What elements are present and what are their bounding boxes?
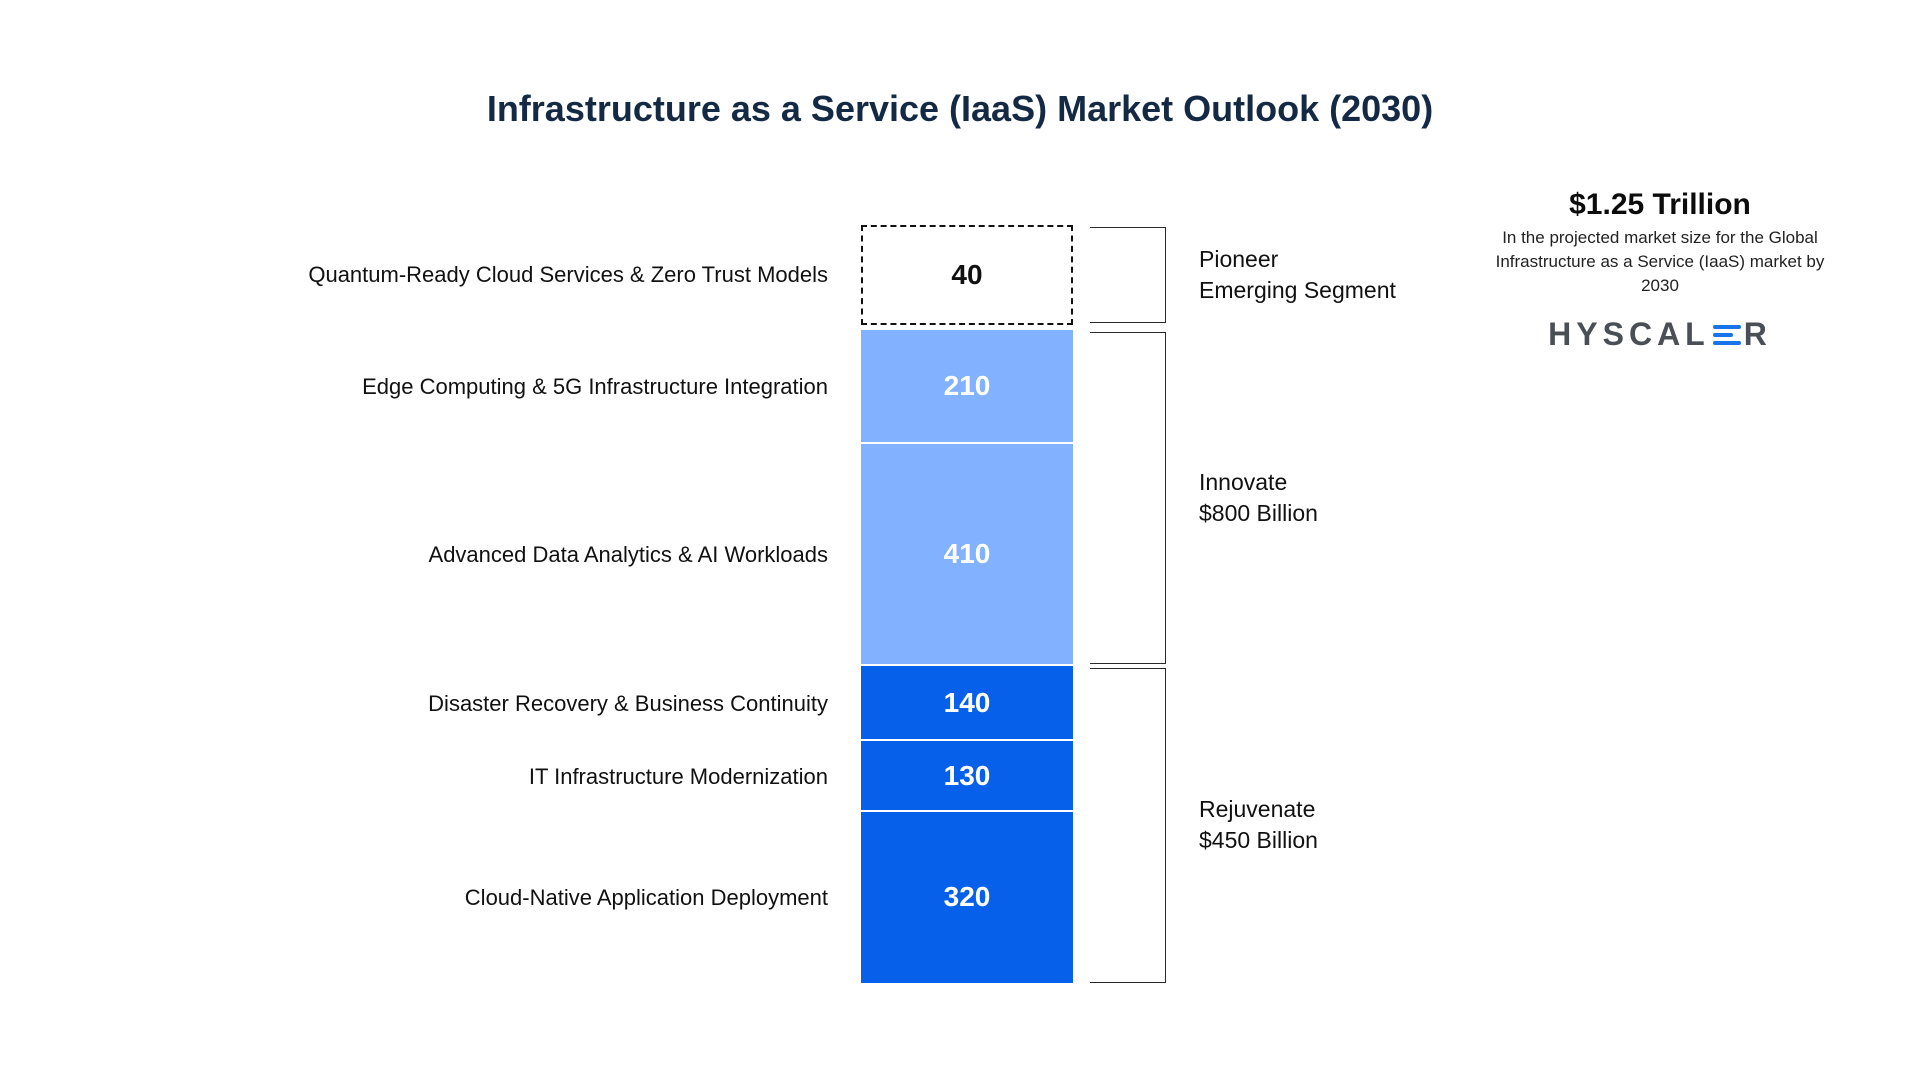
group-label-line: Innovate bbox=[1199, 468, 1288, 495]
group-bracket bbox=[1090, 332, 1166, 664]
bar-segment-5: 130 bbox=[861, 741, 1073, 812]
bar-value-label: 210 bbox=[943, 369, 991, 401]
group-bracket bbox=[1090, 667, 1166, 983]
group-label-line: $450 Billion bbox=[1199, 827, 1318, 854]
logo-text-left: HYSCAL bbox=[1548, 316, 1710, 352]
logo-text-right: R bbox=[1743, 316, 1772, 352]
bar-value-label: 140 bbox=[943, 686, 991, 718]
bar-segment-3: 410 bbox=[861, 443, 1073, 666]
category-label: Disaster Recovery & Business Continuity bbox=[428, 690, 828, 716]
group-label-line: Rejuvenate bbox=[1199, 796, 1316, 823]
bar-segment-1: 40 bbox=[861, 225, 1073, 325]
category-label: Edge Computing & 5G Infrastructure Integ… bbox=[362, 373, 828, 399]
logo-e-mark-icon bbox=[1712, 324, 1741, 346]
category-label: Cloud-Native Application Deployment bbox=[464, 885, 828, 911]
group-bracket bbox=[1090, 227, 1166, 323]
group-label: Rejuvenate $450 Billion bbox=[1199, 794, 1318, 856]
hyscaler-logo: HYSCAL R bbox=[1548, 316, 1772, 353]
chart-title: Infrastructure as a Service (IaaS) Marke… bbox=[486, 88, 1434, 129]
bar-segment-4: 140 bbox=[861, 665, 1073, 742]
category-label: Quantum-Ready Cloud Services & Zero Trus… bbox=[308, 262, 828, 287]
category-label: Advanced Data Analytics & AI Workloads bbox=[428, 541, 828, 567]
kpi-callout: $1.25 Trillion In the projected market s… bbox=[1480, 188, 1840, 353]
bar-value-label: 40 bbox=[951, 259, 983, 290]
group-label: Pioneer Emerging Segment bbox=[1199, 244, 1396, 306]
bar-value-label: 320 bbox=[943, 881, 991, 913]
bar-value-label: 410 bbox=[943, 537, 991, 569]
bar-segment-6: 320 bbox=[861, 811, 1073, 985]
category-label: IT Infrastructure Modernization bbox=[528, 763, 828, 789]
kpi-description: In the projected market size for the Glo… bbox=[1495, 228, 1825, 295]
group-label-line: $800 Billion bbox=[1199, 499, 1318, 526]
bar-value-label: 130 bbox=[943, 759, 991, 791]
group-label-line: Pioneer bbox=[1199, 246, 1279, 272]
kpi-value: $1.25 Trillion bbox=[1569, 188, 1751, 221]
group-label: Innovate $800 Billion bbox=[1199, 467, 1318, 529]
bar-segment-2: 210 bbox=[861, 330, 1073, 444]
group-label-line: Emerging Segment bbox=[1199, 277, 1396, 303]
